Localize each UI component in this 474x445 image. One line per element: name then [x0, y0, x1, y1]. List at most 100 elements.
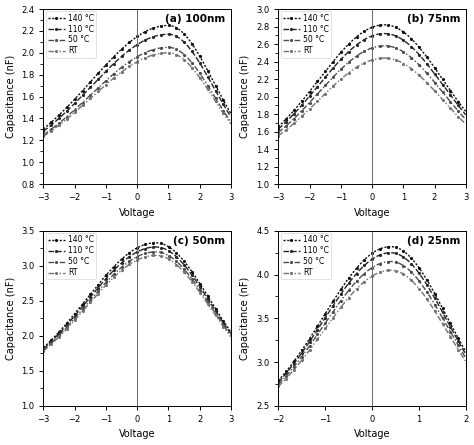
Line: 50 °C: 50 °C — [42, 45, 233, 137]
Legend: 140 °C, 110 °C, 50 °C, RT: 140 °C, 110 °C, 50 °C, RT — [46, 233, 96, 279]
RT — [463, 359, 469, 364]
110 °C — [360, 38, 366, 43]
110 °C — [401, 38, 407, 43]
140 °C — [401, 29, 407, 35]
50 °C — [125, 259, 131, 265]
RT — [417, 73, 423, 78]
RT — [275, 384, 281, 389]
Line: 140 °C: 140 °C — [42, 241, 233, 349]
50 °C — [324, 319, 329, 324]
50 °C — [228, 119, 234, 125]
50 °C — [228, 333, 234, 338]
110 °C — [41, 129, 46, 134]
RT — [74, 316, 80, 321]
140 °C — [275, 378, 281, 383]
50 °C — [275, 130, 281, 135]
RT — [463, 121, 469, 127]
50 °C — [151, 47, 157, 52]
Line: 110 °C: 110 °C — [42, 245, 233, 351]
Line: 50 °C: 50 °C — [42, 250, 233, 352]
50 °C — [153, 249, 159, 255]
110 °C — [309, 336, 314, 341]
140 °C — [182, 259, 188, 265]
50 °C — [89, 91, 94, 97]
RT — [275, 133, 281, 138]
Line: 50 °C: 50 °C — [276, 260, 467, 386]
140 °C — [228, 329, 234, 335]
140 °C — [463, 109, 469, 114]
110 °C — [74, 311, 80, 316]
50 °C — [360, 49, 366, 55]
Text: (d) 25nm: (d) 25nm — [407, 236, 460, 246]
X-axis label: Voltage: Voltage — [354, 429, 390, 440]
Line: 110 °C: 110 °C — [42, 32, 233, 133]
RT — [360, 280, 366, 285]
50 °C — [151, 249, 157, 255]
50 °C — [309, 98, 314, 103]
50 °C — [309, 340, 314, 346]
110 °C — [417, 53, 423, 58]
Line: RT: RT — [276, 268, 467, 388]
RT — [417, 287, 423, 292]
110 °C — [153, 244, 159, 250]
RT — [125, 263, 131, 268]
RT — [386, 267, 392, 273]
110 °C — [463, 112, 469, 117]
110 °C — [401, 255, 407, 260]
140 °C — [151, 25, 157, 31]
50 °C — [388, 259, 393, 264]
Legend: 140 °C, 110 °C, 50 °C, RT: 140 °C, 110 °C, 50 °C, RT — [281, 233, 331, 279]
Line: RT: RT — [42, 51, 233, 138]
110 °C — [228, 331, 234, 336]
110 °C — [417, 271, 423, 277]
50 °C — [382, 43, 387, 49]
Line: 140 °C: 140 °C — [276, 23, 467, 129]
140 °C — [324, 67, 329, 73]
X-axis label: Voltage: Voltage — [119, 208, 155, 218]
140 °C — [275, 124, 281, 129]
Y-axis label: Capacitance (nF): Capacitance (nF) — [6, 55, 16, 138]
50 °C — [125, 60, 131, 65]
Line: 140 °C: 140 °C — [276, 245, 467, 382]
Y-axis label: Capacitance (nF): Capacitance (nF) — [6, 277, 16, 360]
Line: RT: RT — [42, 254, 233, 353]
140 °C — [89, 290, 94, 295]
Line: 110 °C: 110 °C — [276, 32, 467, 131]
140 °C — [386, 244, 392, 249]
RT — [166, 50, 172, 56]
RT — [324, 324, 329, 329]
Line: 50 °C: 50 °C — [276, 44, 467, 134]
140 °C — [166, 23, 172, 28]
50 °C — [74, 314, 80, 319]
Legend: 140 °C, 110 °C, 50 °C, RT: 140 °C, 110 °C, 50 °C, RT — [46, 11, 96, 58]
140 °C — [182, 32, 188, 37]
X-axis label: Voltage: Voltage — [119, 429, 155, 440]
RT — [324, 90, 329, 95]
110 °C — [275, 380, 281, 385]
RT — [309, 345, 314, 350]
RT — [125, 65, 131, 70]
140 °C — [309, 86, 314, 92]
110 °C — [182, 40, 188, 45]
RT — [165, 50, 171, 56]
RT — [151, 253, 157, 258]
110 °C — [182, 263, 188, 268]
110 °C — [41, 346, 46, 352]
110 °C — [388, 250, 393, 255]
110 °C — [125, 255, 131, 260]
RT — [74, 108, 80, 113]
RT — [401, 61, 407, 66]
140 °C — [74, 94, 80, 100]
50 °C — [74, 105, 80, 111]
140 °C — [165, 23, 171, 28]
Line: RT: RT — [276, 57, 467, 138]
50 °C — [275, 382, 281, 387]
110 °C — [382, 31, 387, 36]
RT — [228, 121, 234, 126]
Text: (c) 50nm: (c) 50nm — [173, 236, 225, 246]
RT — [151, 52, 157, 57]
Text: (a) 100nm: (a) 100nm — [165, 14, 225, 24]
110 °C — [463, 352, 469, 357]
RT — [89, 298, 94, 303]
140 °C — [74, 309, 80, 314]
